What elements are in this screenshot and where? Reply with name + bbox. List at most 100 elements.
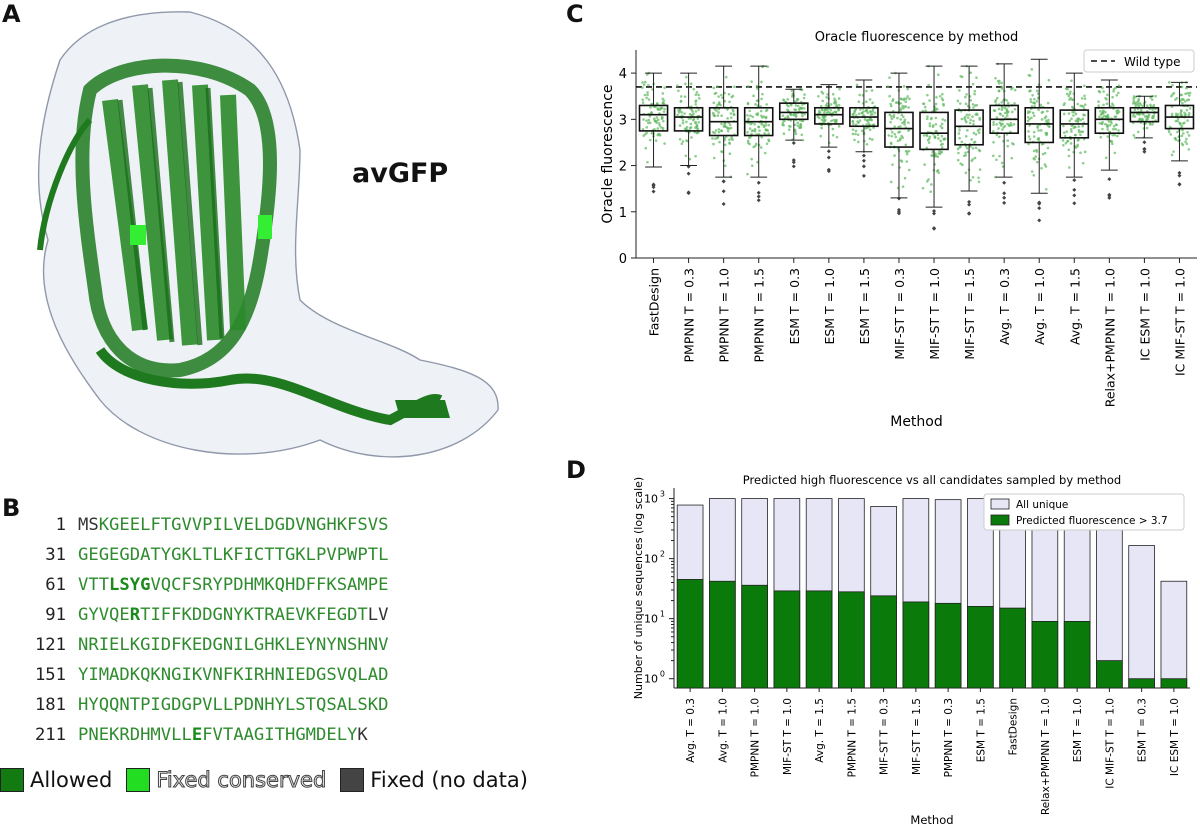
data-point <box>1184 140 1187 143</box>
data-point <box>964 171 968 175</box>
data-point <box>865 100 868 104</box>
bar-predicted-high <box>1128 678 1155 689</box>
data-point <box>1170 153 1174 157</box>
bar-predicted-high <box>838 591 865 689</box>
data-point <box>1146 115 1149 118</box>
data-point <box>933 135 937 138</box>
data-point <box>925 117 929 121</box>
data-point <box>688 126 692 130</box>
data-point <box>1181 101 1184 105</box>
data-point <box>749 114 752 118</box>
data-point <box>1111 95 1114 99</box>
data-point <box>1184 92 1187 95</box>
data-point <box>1068 119 1072 123</box>
data-point <box>801 138 805 142</box>
sequence-segment: NRIELKGIDFKEDGNILGHKLEYNYNSHNV <box>78 635 389 655</box>
data-point <box>1083 84 1086 88</box>
data-point <box>641 81 644 84</box>
data-point <box>922 134 926 137</box>
panel-label-a: A <box>2 0 21 28</box>
box <box>1094 106 1125 135</box>
data-point <box>728 142 732 145</box>
data-point <box>837 104 841 107</box>
data-point <box>963 115 967 119</box>
data-point <box>969 178 972 182</box>
data-point <box>1066 139 1070 143</box>
data-point <box>1070 79 1073 82</box>
sequence-row: 151 YIMADKQKNGIKVNFKIRHNIEDGSVQLAD <box>10 660 388 690</box>
data-point <box>934 122 938 126</box>
data-point <box>868 118 872 121</box>
data-point <box>1149 123 1152 126</box>
data-point <box>831 92 835 96</box>
data-point <box>1132 112 1135 116</box>
outlier-marker <box>896 211 901 216</box>
data-point <box>857 140 860 144</box>
data-point <box>1032 149 1036 153</box>
data-point <box>1179 109 1183 112</box>
data-point <box>973 89 977 93</box>
data-point <box>731 108 735 112</box>
data-point <box>685 120 688 124</box>
data-point <box>794 114 798 118</box>
data-point <box>677 89 680 93</box>
data-point <box>851 128 855 131</box>
data-point <box>956 147 960 151</box>
data-point <box>934 102 938 106</box>
data-point <box>1081 117 1085 121</box>
data-point <box>800 133 804 137</box>
data-point <box>997 89 1001 93</box>
data-point <box>1065 92 1069 96</box>
sequence-segment: FVTAAGITHGMDELY <box>202 725 358 745</box>
data-point <box>641 98 645 102</box>
sequence-row: 91 GYVQERTIFFKDDGNYKTRAEVKFEGDTLV <box>10 600 388 630</box>
data-point <box>723 122 727 125</box>
data-point <box>1074 133 1077 137</box>
sequence-position: 31 <box>45 545 66 565</box>
sequence-segment: KGEELFTGVVPILVELDGDVNGHKFSVS <box>98 515 389 535</box>
data-point <box>760 114 763 118</box>
data-point <box>655 116 659 119</box>
data-point <box>1102 114 1106 118</box>
outlier-marker <box>721 202 726 207</box>
data-point <box>829 103 833 106</box>
data-point <box>1033 97 1036 101</box>
data-point <box>975 76 978 80</box>
data-point <box>1082 113 1085 117</box>
data-point <box>1151 108 1154 111</box>
data-point <box>1009 121 1013 125</box>
data-point <box>679 100 683 103</box>
data-point <box>1006 101 1010 105</box>
data-point <box>1186 131 1189 134</box>
data-point <box>890 115 893 118</box>
data-point <box>717 128 721 131</box>
data-point <box>684 82 687 86</box>
data-point <box>961 163 964 167</box>
data-point <box>748 136 751 139</box>
data-point <box>1188 91 1192 95</box>
data-point <box>1109 140 1112 143</box>
x-tick-label: ESM T = 0.3 <box>1137 698 1149 762</box>
data-point <box>905 97 908 100</box>
data-point <box>1117 129 1120 132</box>
x-tick-label: Relax+PMPNN T = 1.0 <box>1102 268 1117 407</box>
data-point <box>643 80 647 84</box>
data-point <box>1080 130 1083 133</box>
data-point <box>794 104 798 107</box>
box <box>954 109 984 146</box>
data-point <box>648 115 652 118</box>
data-point <box>1047 118 1050 122</box>
data-point <box>746 141 750 145</box>
data-point <box>826 93 829 96</box>
data-point <box>858 119 862 122</box>
data-point <box>966 116 970 119</box>
data-point <box>1027 135 1031 138</box>
data-point <box>958 128 961 132</box>
outlier-marker <box>1142 147 1147 152</box>
data-point <box>907 106 910 109</box>
data-point <box>896 139 900 143</box>
outlier-marker <box>1002 200 1007 205</box>
data-point <box>957 151 960 155</box>
data-point <box>712 101 716 105</box>
sequence-segment: YIMADKQKNGIKVNFKIRHNIEDGSVQLAD <box>78 665 389 685</box>
